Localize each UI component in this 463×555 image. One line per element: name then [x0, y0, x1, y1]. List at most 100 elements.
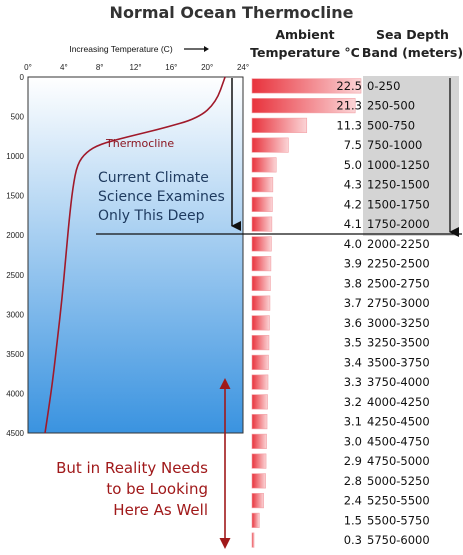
- temperature-value-label: 4.0: [344, 237, 362, 251]
- reality-arrow-down-head: [219, 538, 231, 549]
- temperature-value-label: 3.8: [344, 276, 362, 290]
- y-tick-label: 0: [20, 73, 25, 82]
- thermocline-curve: [44, 76, 226, 434]
- depth-band-label: 3250-3500: [367, 336, 430, 350]
- depth-band-label: 500-750: [367, 118, 415, 132]
- examined-band-shade: [363, 76, 459, 236]
- y-tick-label: 1500: [6, 192, 24, 201]
- y-tick-label: 2000: [6, 231, 24, 240]
- reality-line-2: to be Looking: [106, 480, 208, 498]
- chart-title: Normal Ocean Thermocline: [109, 3, 354, 22]
- temperature-value-label: 3.0: [344, 434, 362, 448]
- x-tick-label: 8°: [96, 63, 104, 72]
- depth-band-label: 4750-5000: [367, 454, 430, 468]
- ambient-temp-header: Ambient Temperature °C: [245, 26, 365, 62]
- depth-band-label: 1250-1500: [367, 178, 430, 192]
- thermocline-plot: 0° 4° 8° 12° 16° 20° 24° 0 500 1000 1500 2000 2500 30…: [6, 44, 249, 438]
- temperature-bar: [251, 295, 271, 311]
- y-tick-label: 4500: [6, 429, 24, 438]
- temperature-bar: [251, 453, 267, 469]
- temperature-bar: [251, 493, 264, 509]
- depth-band-label: 5000-5250: [367, 474, 430, 488]
- temperature-value-label: 3.3: [344, 375, 362, 389]
- depth-markers: [96, 78, 462, 549]
- reality-line-3: Here As Well: [113, 501, 208, 519]
- temperature-value-label: 3.1: [344, 415, 362, 429]
- temperature-bar: [251, 433, 267, 449]
- temperature-value-label: 4.3: [344, 178, 362, 192]
- temperature-bar: [251, 177, 274, 193]
- y-tick-label: 500: [11, 113, 25, 122]
- depth-band-label: 4250-4500: [367, 415, 430, 429]
- current-science-line-2: Science Examines: [98, 189, 225, 205]
- temperature-bar: [251, 414, 268, 430]
- temperature-value-label: 3.9: [344, 257, 362, 271]
- reality-arrow-up-head: [219, 378, 231, 389]
- x-tick-label: 4°: [60, 63, 68, 72]
- temperature-value-label: 2.8: [344, 474, 362, 488]
- depth-band-label: 2000-2250: [367, 237, 430, 251]
- x-tick-label: 12°: [129, 63, 141, 72]
- temperature-bar: [251, 117, 308, 133]
- depth-band-label: 5250-5500: [367, 494, 430, 508]
- y-tick-label: 3500: [6, 350, 24, 359]
- temperature-bar: [251, 157, 277, 173]
- depth-band-label: 250-500: [367, 99, 415, 113]
- y-tick-label: 1000: [6, 152, 24, 161]
- x-axis-arrow-head: [204, 46, 209, 52]
- plot-area: [27, 76, 244, 434]
- temperature-bars: 22.5 0-250 21.3 250-500 11.3 500-750 7.5 750-10…: [251, 78, 430, 548]
- y-tick-label: 2500: [6, 271, 24, 280]
- temperature-bar: [251, 512, 260, 528]
- depth-band-label: 2750-3000: [367, 296, 430, 310]
- depth-band-label: 1000-1250: [367, 158, 430, 172]
- x-tick-label: 16°: [165, 63, 177, 72]
- current-science-line-1: Current Climate: [98, 170, 209, 186]
- reality-line-1: But in Reality Needs: [56, 459, 208, 477]
- temperature-bar: [251, 335, 270, 351]
- temperature-value-label: 11.3: [336, 118, 362, 132]
- depth-band-header: Sea Depth Band (meters): [360, 26, 463, 62]
- x-tick-label: 20°: [201, 63, 213, 72]
- depth-band-label: 5750-6000: [367, 533, 430, 547]
- depth-band-label: 4500-4750: [367, 434, 430, 448]
- temperature-bar: [251, 78, 362, 94]
- temperature-value-label: 7.5: [344, 138, 362, 152]
- temperature-bar: [251, 98, 356, 114]
- temperature-bar: [251, 256, 272, 272]
- y-tick-label: 4000: [6, 389, 24, 398]
- x-axis-label: Increasing Temperature (C): [69, 44, 172, 54]
- temperature-value-label: 0.3: [344, 533, 362, 547]
- depth-band-label: 750-1000: [367, 138, 422, 152]
- temperature-value-label: 3.4: [344, 355, 362, 369]
- temperature-value-label: 4.2: [344, 197, 362, 211]
- temperature-bar: [251, 374, 269, 390]
- depth-band-label: 3000-3250: [367, 316, 430, 330]
- x-tick-label: 0°: [24, 63, 32, 72]
- temperature-bar: [251, 473, 266, 489]
- temperature-bar: [251, 137, 289, 153]
- temperature-value-label: 21.3: [336, 99, 362, 113]
- temperature-value-label: 2.9: [344, 454, 362, 468]
- ambient-header-line1: Ambient: [275, 27, 335, 42]
- temperature-value-label: 3.5: [344, 336, 362, 350]
- depth-band-label: 2250-2500: [367, 257, 430, 271]
- temperature-bar: [251, 532, 255, 548]
- depth-band-label: 1500-1750: [367, 197, 430, 211]
- temperature-bar: [251, 196, 273, 212]
- temperature-bar: [251, 315, 270, 331]
- ambient-header-line2: Temperature °C: [250, 45, 360, 60]
- y-tick-label: 3000: [6, 310, 24, 319]
- depth-header-line2: Band (meters): [361, 45, 463, 60]
- depth-band-label: 0-250: [367, 79, 400, 93]
- reality-note: But in Reality Needs to be Looking Here …: [20, 458, 208, 521]
- depth-band-label: 2500-2750: [367, 276, 430, 290]
- temperature-bar: [251, 354, 269, 370]
- thermocline-label: Thermocline: [106, 137, 175, 150]
- depth-band-label: 4000-4250: [367, 395, 430, 409]
- current-science-line-3: Only This Deep: [98, 208, 205, 224]
- examined-depth-band: [363, 76, 459, 236]
- depth-band-label: 1750-2000: [367, 217, 430, 231]
- temperature-bar: [251, 275, 271, 291]
